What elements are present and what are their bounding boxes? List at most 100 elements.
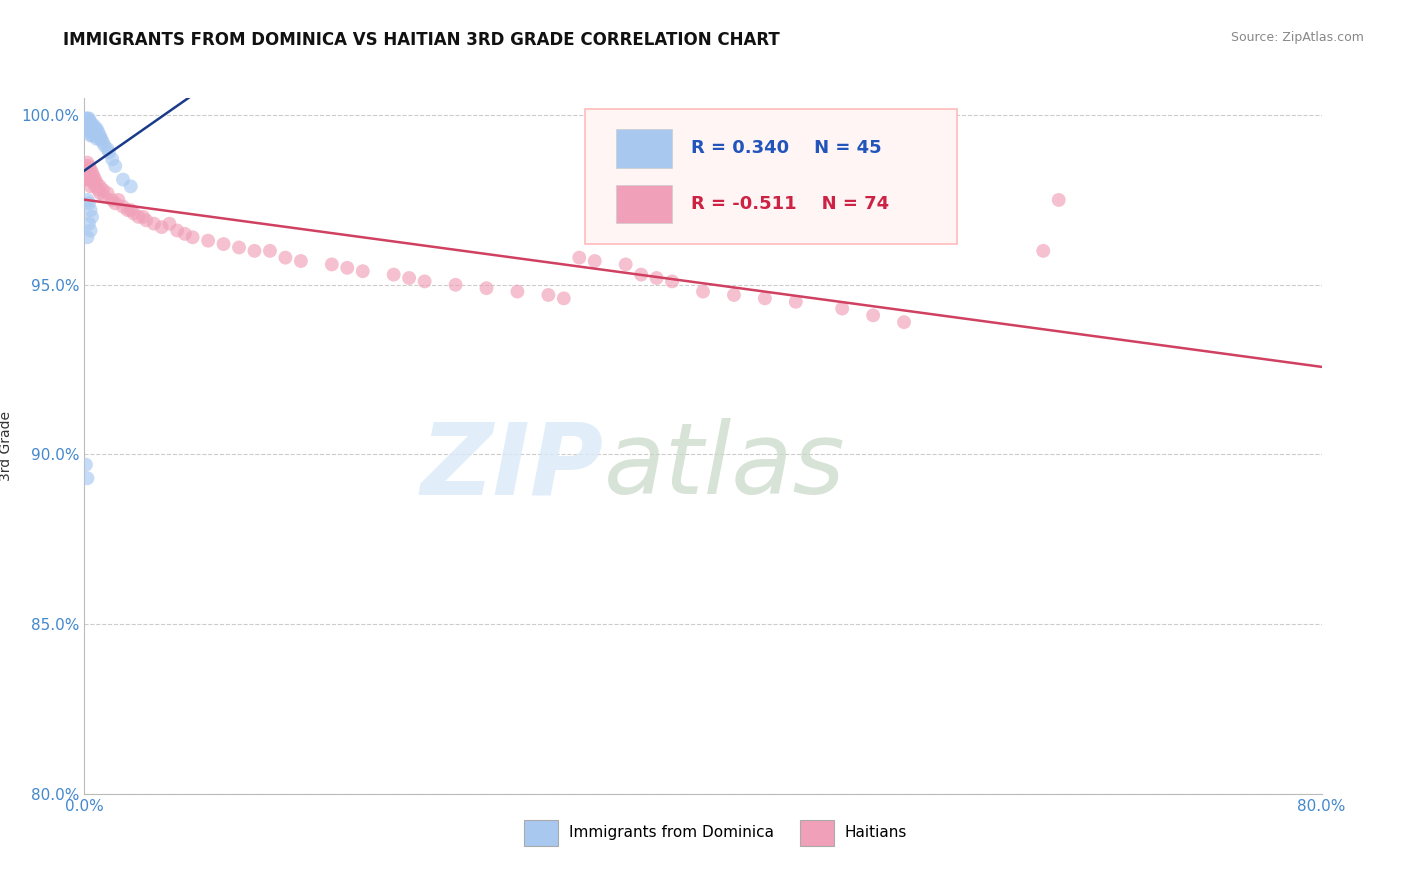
Point	[83, 176, 105, 190]
Text: R = -0.511    N = 74: R = -0.511 N = 74	[690, 194, 889, 213]
Point	[243, 244, 266, 258]
Point	[135, 213, 157, 227]
Point	[79, 128, 101, 143]
Point	[107, 193, 129, 207]
Point	[101, 193, 124, 207]
Point	[537, 288, 560, 302]
Point	[96, 142, 118, 156]
Point	[79, 118, 101, 132]
Point	[83, 118, 105, 132]
FancyBboxPatch shape	[585, 109, 956, 244]
Point	[893, 315, 915, 329]
Point	[159, 217, 180, 231]
FancyBboxPatch shape	[616, 129, 672, 168]
Point	[76, 471, 98, 485]
Point	[75, 458, 97, 472]
Point	[77, 118, 100, 132]
Point	[181, 230, 204, 244]
Point	[79, 121, 101, 136]
Point	[150, 220, 173, 235]
Point	[83, 169, 105, 184]
Point	[444, 277, 467, 292]
Point	[104, 159, 127, 173]
Point	[75, 172, 97, 186]
Text: IMMIGRANTS FROM DOMINICA VS HAITIAN 3RD GRADE CORRELATION CHART: IMMIGRANTS FROM DOMINICA VS HAITIAN 3RD …	[63, 31, 780, 49]
Text: R = 0.340    N = 45: R = 0.340 N = 45	[690, 139, 882, 157]
Point	[122, 206, 145, 220]
Point	[785, 294, 807, 309]
Point	[382, 268, 405, 282]
Point	[290, 254, 312, 268]
Point	[84, 179, 107, 194]
Point	[82, 166, 104, 180]
Point	[82, 210, 104, 224]
Point	[336, 260, 359, 275]
Point	[76, 115, 98, 129]
Point	[77, 196, 100, 211]
Point	[212, 237, 235, 252]
Text: Haitians: Haitians	[844, 825, 907, 840]
Point	[112, 172, 135, 186]
Point	[568, 251, 591, 265]
Point	[79, 169, 101, 184]
Point	[82, 172, 104, 186]
Point	[1047, 193, 1070, 207]
Point	[1032, 244, 1054, 258]
Point	[87, 183, 110, 197]
Point	[197, 234, 219, 248]
Point	[77, 172, 100, 186]
Point	[645, 271, 668, 285]
Point	[76, 230, 98, 244]
Point	[259, 244, 281, 258]
Point	[90, 132, 112, 146]
Point	[96, 186, 118, 201]
Point	[174, 227, 197, 241]
Point	[77, 159, 100, 173]
Point	[101, 152, 124, 166]
Point	[104, 196, 127, 211]
Point	[82, 128, 104, 143]
Point	[398, 271, 420, 285]
Point	[831, 301, 853, 316]
Point	[166, 223, 188, 237]
Point	[352, 264, 374, 278]
Point	[630, 268, 652, 282]
Point	[117, 203, 139, 218]
Point	[661, 274, 683, 288]
Point	[77, 112, 100, 126]
Point	[76, 169, 98, 184]
Point	[76, 121, 98, 136]
Point	[76, 162, 98, 177]
Point	[274, 251, 297, 265]
Point	[93, 189, 115, 203]
Point	[93, 138, 115, 153]
Point	[77, 121, 100, 136]
Point	[120, 203, 142, 218]
Point	[862, 309, 884, 323]
Point	[87, 125, 110, 139]
Point	[77, 115, 100, 129]
Point	[77, 217, 100, 231]
Point	[75, 112, 97, 126]
Point	[77, 166, 100, 180]
Point	[723, 288, 745, 302]
Point	[75, 159, 97, 173]
Point	[79, 162, 101, 177]
Point	[553, 291, 575, 305]
Text: Immigrants from Dominica: Immigrants from Dominica	[569, 825, 775, 840]
Text: atlas: atlas	[605, 418, 845, 516]
Point	[82, 118, 104, 132]
Point	[120, 179, 142, 194]
Point	[413, 274, 436, 288]
Point	[83, 125, 105, 139]
Point	[98, 145, 121, 160]
Point	[79, 223, 101, 237]
Point	[86, 132, 108, 146]
Point	[583, 254, 606, 268]
Point	[754, 291, 776, 305]
Point	[475, 281, 498, 295]
Point	[91, 183, 114, 197]
Point	[86, 176, 108, 190]
Point	[76, 118, 98, 132]
Point	[84, 121, 107, 136]
